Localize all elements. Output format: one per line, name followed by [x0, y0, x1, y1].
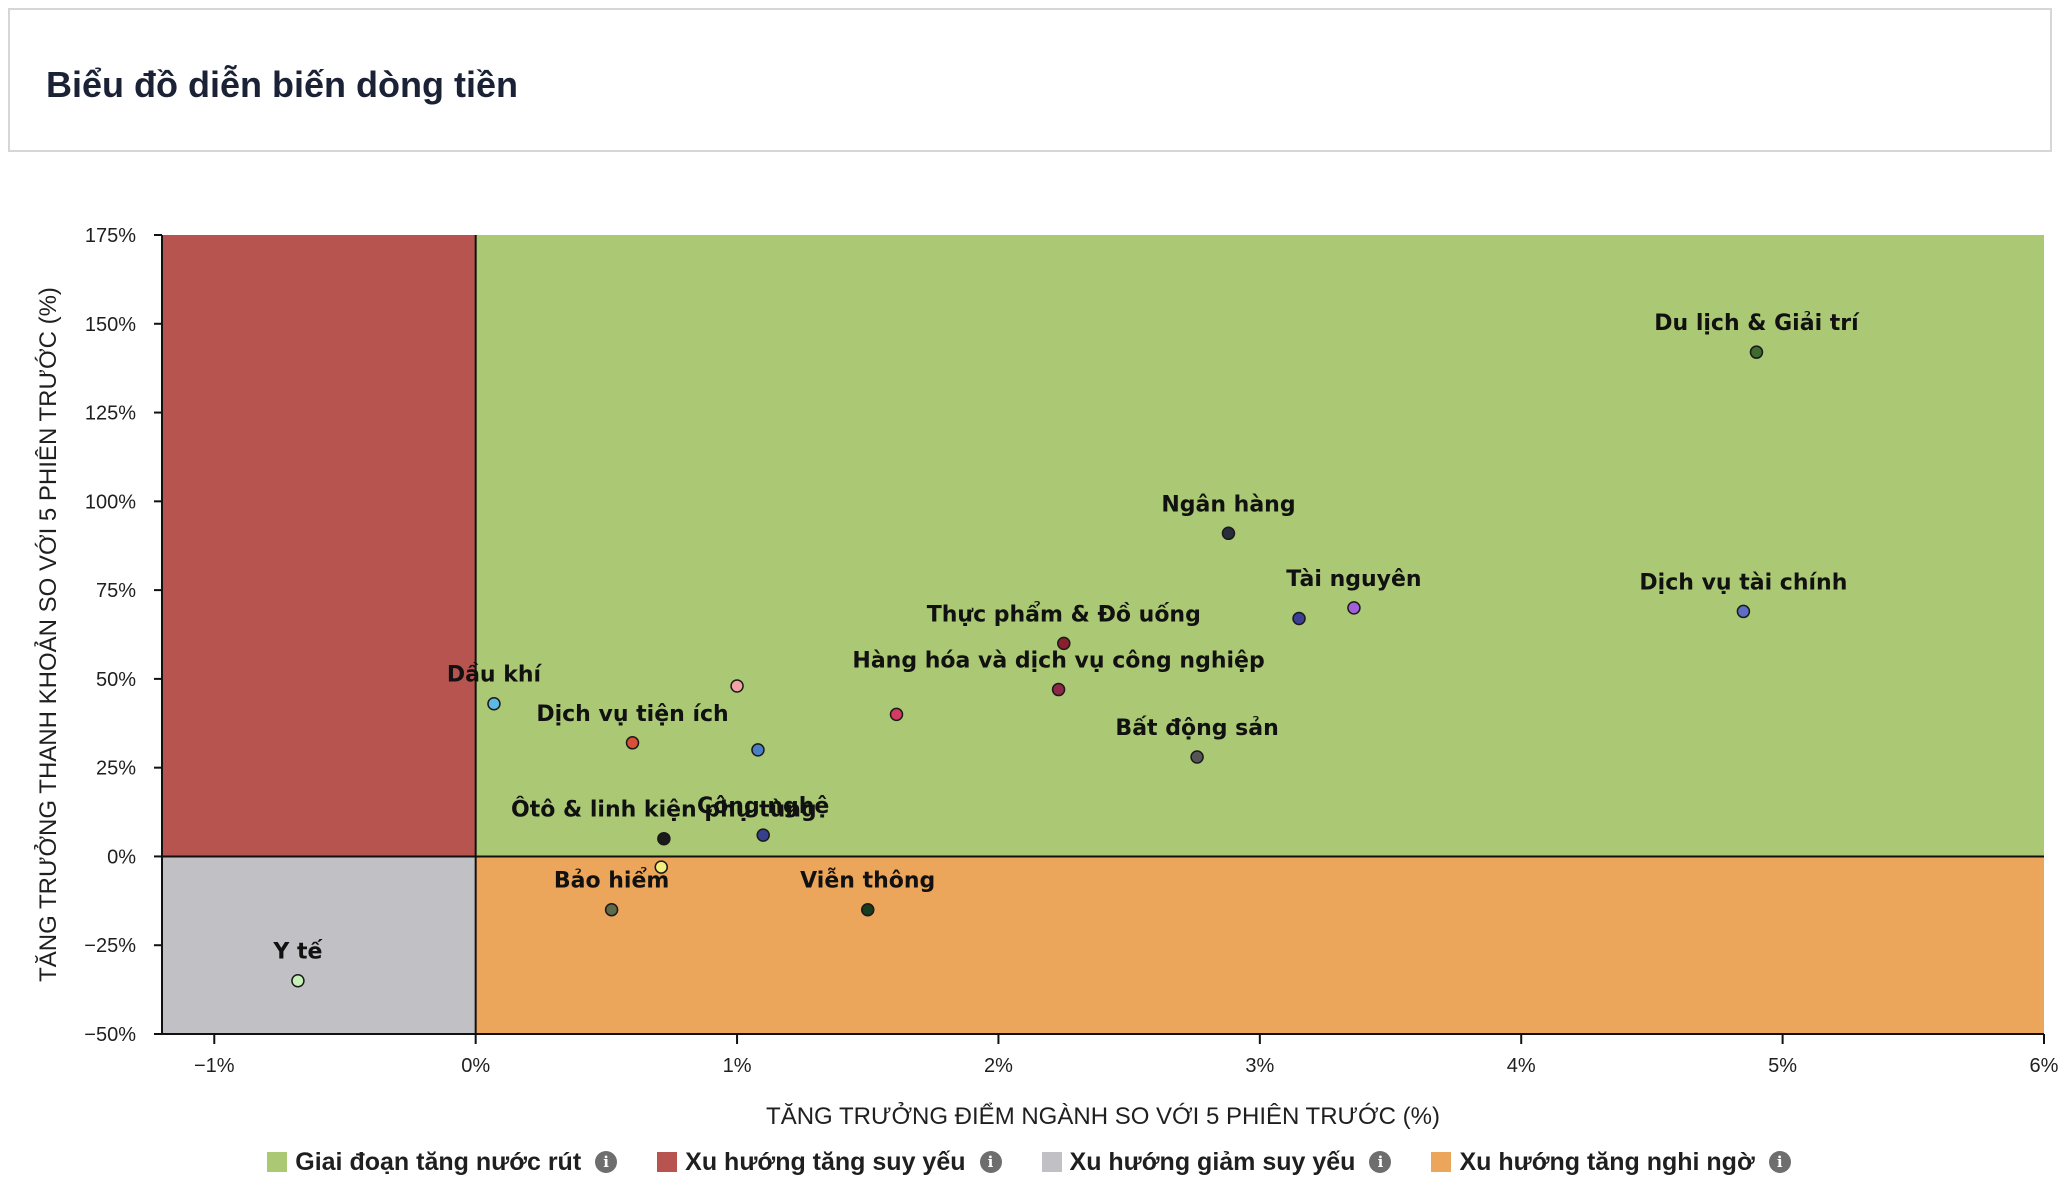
x-tick-label: 2% — [984, 1055, 1013, 1077]
data-point — [756, 828, 770, 842]
y-tick-label: 150% — [85, 314, 136, 336]
x-tick-label: 3% — [1245, 1055, 1274, 1077]
x-tick-label: −1% — [194, 1055, 235, 1077]
legend-label: Giai đoạn tăng nước rút — [295, 1147, 582, 1176]
y-axis-title: TĂNG TRƯỞNG THANH KHOẢN SO VỚI 5 PHIÊN T… — [33, 287, 62, 982]
x-tick-label: 6% — [2030, 1055, 2058, 1077]
y-tick-label: 100% — [85, 491, 136, 513]
x-axis-title: TĂNG TRƯỞNG ĐIỂM NGÀNH SO VỚI 5 PHIÊN TR… — [766, 1101, 1440, 1130]
data-label: Dầu khí — [447, 663, 543, 688]
x-tick-label: 0% — [461, 1055, 490, 1077]
data-point — [1347, 601, 1361, 615]
x-tick-label: 5% — [1768, 1055, 1797, 1077]
data-label: Ôtô & linh kiện phụ tùng — [511, 797, 817, 823]
data-label: Công nghệ — [697, 794, 829, 819]
data-point — [625, 736, 640, 750]
data-point — [654, 860, 669, 874]
chart-legend: Giai đoạn tăng nước rút i Xu hướng tăng … — [0, 1142, 2058, 1182]
legend-swatch — [1041, 1152, 1062, 1172]
y-tick-label: 0% — [107, 846, 136, 868]
legend-swatch — [657, 1152, 678, 1172]
x-tick-label: 4% — [1507, 1055, 1536, 1077]
legend-item-giai-doan-tang-nuoc-rut[interactable]: Giai đoạn tăng nước rút i — [267, 1147, 618, 1177]
y-tick-label: 125% — [85, 403, 136, 425]
y-tick-label: 50% — [96, 669, 136, 691]
data-point — [1221, 526, 1236, 541]
data-label: Dịch vụ tiện ích — [536, 702, 728, 727]
header-card: Biểu đồ diễn biến dòng tiền — [8, 8, 2052, 152]
legend-item-xu-huong-giam-suy-yeu[interactable]: Xu hướng giảm suy yếu i — [1041, 1147, 1392, 1177]
data-label: Viễn thông — [800, 869, 935, 894]
data-point — [1057, 636, 1071, 651]
quadrant-region — [162, 235, 476, 857]
y-tick-label: −50% — [84, 1024, 136, 1046]
data-label: Dịch vụ tài chính — [1639, 570, 1847, 595]
info-icon[interactable]: i — [1768, 1151, 1791, 1173]
data-point — [291, 973, 305, 988]
y-tick-label: 25% — [96, 758, 136, 780]
x-tick-label: 1% — [723, 1055, 752, 1077]
data-point — [1292, 611, 1306, 626]
legend-item-xu-huong-tang-suy-yeu[interactable]: Xu hướng tăng suy yếu i — [657, 1147, 1002, 1177]
data-point — [1051, 682, 1066, 697]
data-point — [487, 696, 501, 711]
quadrant-region — [162, 856, 476, 1034]
info-icon[interactable]: i — [595, 1151, 618, 1173]
data-label: Du lịch & Giải trí — [1654, 311, 1860, 336]
data-label: Thực phẩm & Đồ uống — [927, 601, 1201, 627]
data-point — [657, 831, 671, 846]
data-point — [889, 707, 904, 722]
legend-item-xu-huong-tang-nghi-ngo[interactable]: Xu hướng tăng nghi ngờ i — [1431, 1147, 1791, 1177]
info-icon[interactable]: i — [979, 1151, 1002, 1173]
data-point — [751, 743, 765, 757]
data-label: Hàng hóa và dịch vụ công nghiệp — [852, 649, 1264, 674]
data-label: Bảo hiểm — [554, 868, 669, 894]
data-label: Tài nguyên — [1286, 567, 1421, 592]
page-title: Biểu đồ diễn biến dòng tiền — [46, 64, 518, 105]
data-point — [730, 679, 744, 693]
data-point — [861, 902, 875, 917]
data-point — [1190, 750, 1204, 764]
y-tick-label: 75% — [96, 580, 136, 602]
data-point — [1736, 604, 1751, 619]
data-label: Y tế — [272, 940, 323, 965]
y-tick-label: −25% — [84, 935, 136, 957]
data-point — [604, 902, 619, 917]
legend-swatch — [1431, 1152, 1452, 1172]
quadrant-region — [475, 856, 2045, 1034]
info-icon[interactable]: i — [1369, 1151, 1392, 1173]
legend-label: Xu hướng tăng nghi ngờ — [1459, 1147, 1755, 1176]
y-tick-label: 175% — [85, 225, 136, 247]
quadrant-region — [475, 235, 2045, 857]
cashflow-scatter-chart: −50% −25% 0% 25% 50% 75% 100% 125% 150% 175% −1% 0%… — [33, 225, 2058, 1130]
data-label: Ngân hàng — [1161, 492, 1295, 517]
data-label: Bất động sản — [1115, 716, 1278, 741]
data-point — [1749, 345, 1764, 359]
legend-swatch — [267, 1152, 288, 1172]
legend-label: Xu hướng tăng suy yếu — [685, 1147, 966, 1176]
legend-label: Xu hướng giảm suy yếu — [1069, 1147, 1356, 1176]
